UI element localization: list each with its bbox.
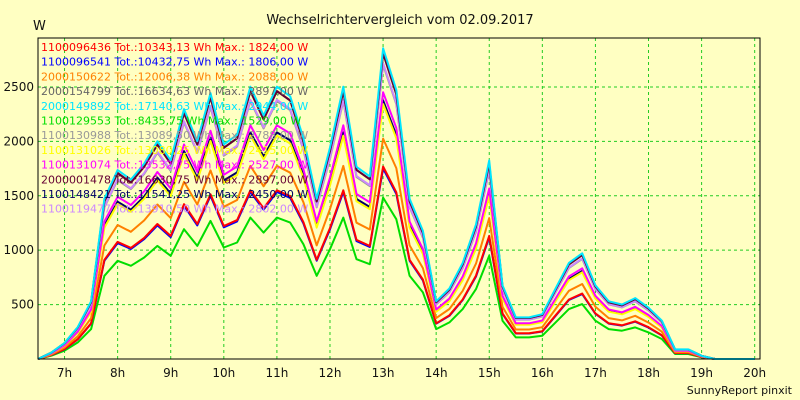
- y-tick-label: 2000: [3, 134, 34, 148]
- x-axis-ticks: 7h 8h 9h 10h 11h 12h 13h 14h 15h 16h 17h 18h 19h 20h: [57, 366, 766, 380]
- series-line: [37, 91, 755, 360]
- x-tick-label: 8h: [110, 366, 125, 380]
- legend: 1100096436 Tot.:10343,13 Wh Max.: 1824,0…: [41, 41, 308, 216]
- credit: SunnyReport pinxit: [687, 384, 793, 397]
- legend-entry: 2000149892 Tot.:17140,63 Wh Max.: 2944,0…: [41, 100, 308, 113]
- x-tick-label: 7h: [57, 366, 72, 380]
- x-tick-label: 15h: [478, 366, 501, 380]
- legend-entry: 1100131026 Tot.:13080,25 Wh Max.: 2415,0…: [41, 144, 308, 157]
- x-tick-label: 14h: [425, 366, 448, 380]
- y-tick-label: 2500: [3, 80, 34, 94]
- x-tick-label: 18h: [637, 366, 660, 380]
- y-tick-label: 1500: [3, 189, 34, 203]
- legend-entry: 1100129553 Tot.:8435,75 Wh Max.: 1529,00…: [41, 115, 301, 128]
- series-line: [37, 196, 755, 360]
- y-tick-label: 500: [11, 298, 34, 312]
- legend-entry: 1100096436 Tot.:10343,13 Wh Max.: 1824,0…: [41, 41, 308, 54]
- legend-entry: 1100148421 Tot.:11541,25 Wh Max.: 2450,0…: [41, 188, 308, 201]
- series-line: [37, 62, 755, 360]
- x-tick-label: 19h: [690, 366, 713, 380]
- legend-entry: 1100119477 Tot.:13910,50 Wh Max.: 2802,0…: [41, 203, 308, 216]
- x-tick-label: 11h: [265, 366, 288, 380]
- y-tick-label: 1000: [3, 243, 34, 257]
- x-tick-label: 16h: [531, 366, 554, 380]
- x-tick-label: 17h: [584, 366, 607, 380]
- x-tick-label: 12h: [319, 366, 342, 380]
- series-line: [37, 137, 755, 360]
- x-tick-label: 20h: [743, 366, 766, 380]
- chart-title: Wechselrichtervergleich vom 02.09.2017: [266, 13, 533, 28]
- legend-entry: 2000154799 Tot.:16634,63 Wh Max.: 2897,0…: [41, 85, 308, 98]
- plot-frame: [37, 37, 761, 360]
- legend-entry: 2000150622 Tot.:12006,38 Wh Max.: 2088,0…: [41, 70, 308, 83]
- series-line: [37, 103, 755, 360]
- legend-entry: 2000001478 Tot.:16630,75 Wh Max.: 2897,0…: [41, 173, 308, 186]
- series-lines: [37, 47, 755, 360]
- legend-entry: 1100131074 Tot.:13532,75 Wh Max.: 2527,0…: [41, 159, 308, 172]
- legend-entry: 1100130988 Tot.:13089,50 Wh Max.: 2788,0…: [41, 129, 308, 142]
- x-tick-label: 9h: [163, 366, 178, 380]
- y-axis-unit: W: [33, 19, 46, 34]
- y-axis-ticks: 500 1000 1500 2000 2500: [3, 80, 34, 312]
- x-tick-label: 10h: [212, 366, 235, 380]
- legend-entry: 1100096541 Tot.:10432,75 Wh Max.: 1806,0…: [41, 56, 308, 69]
- x-tick-label: 13h: [372, 366, 395, 380]
- series-line: [37, 165, 755, 360]
- series-line: [37, 47, 755, 360]
